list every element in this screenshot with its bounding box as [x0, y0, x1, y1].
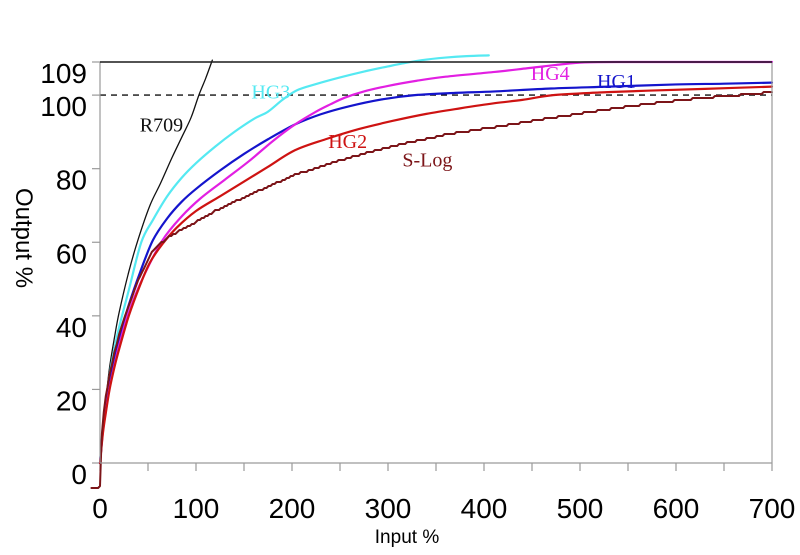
- series-curve-s-log: [90, 91, 773, 489]
- series-curve-hg3: [98, 54, 490, 465]
- y-axis-title: Output %: [10, 188, 37, 288]
- series-label-r709: R709: [140, 115, 183, 137]
- x-tick-label: 700: [749, 493, 796, 524]
- y-tick-label: 40: [56, 312, 87, 343]
- series-curve-hg2: [98, 85, 774, 465]
- series-label-s-log: S-Log: [402, 149, 452, 171]
- chart-generated-content: 0 100 200 300 400 500 600 700020406080100109R70…: [40, 54, 796, 524]
- x-tick-label: 500: [557, 493, 604, 524]
- series-curve-hg1: [98, 81, 774, 465]
- x-tick-label: 300: [365, 493, 412, 524]
- x-tick-label: 200: [269, 493, 316, 524]
- series-curve-hg4: [98, 60, 774, 465]
- y-tick-label: 60: [56, 238, 87, 269]
- y-tick-label: 0: [71, 459, 87, 490]
- y-tick-label: 100: [40, 91, 87, 122]
- series-label-hg2: HG2: [328, 131, 367, 153]
- y-tick-label: 109: [40, 58, 87, 89]
- series-label-hg1: HG1: [597, 71, 636, 93]
- x-tick-label: 0: [92, 493, 108, 524]
- y-tick-label: 80: [56, 165, 87, 196]
- x-tick-label: 400: [461, 493, 508, 524]
- x-tick-label: 600: [653, 493, 700, 524]
- y-tick-label: 20: [56, 385, 87, 416]
- series-label-hg3: HG3: [251, 81, 290, 103]
- series-label-hg4: HG4: [531, 63, 570, 85]
- x-tick-label: 100: [173, 493, 220, 524]
- x-axis-title: Input %: [375, 527, 440, 548]
